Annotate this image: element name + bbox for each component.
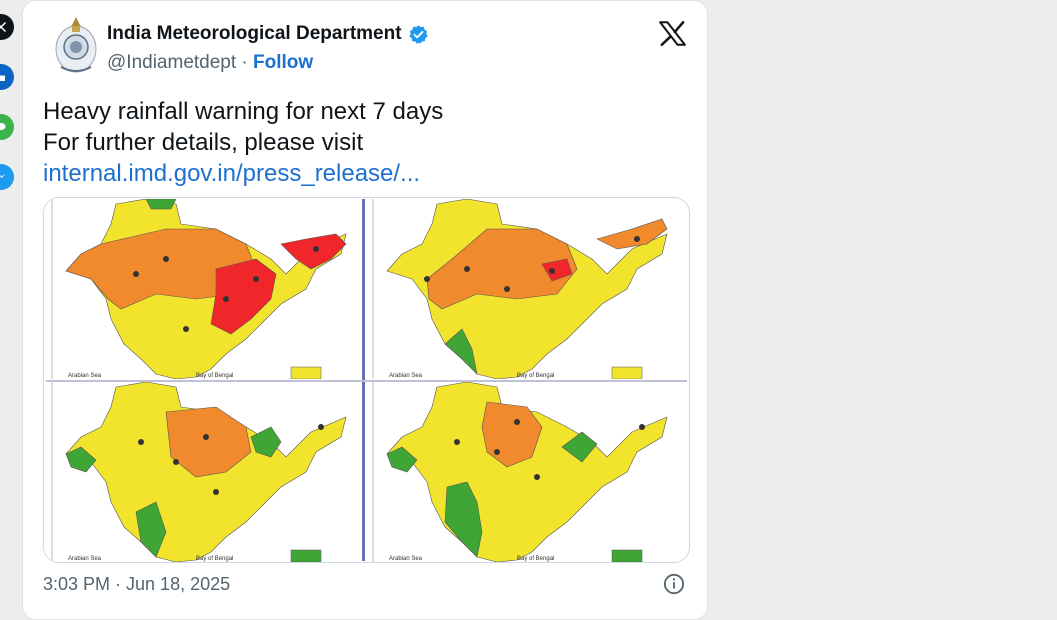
x-icon	[0, 21, 7, 33]
map-panel-day-1: Arabian Sea Bay of Bengal	[46, 199, 360, 379]
message-icon	[0, 123, 6, 130]
arabian-sea-label-day-1: Arabian Sea	[68, 373, 102, 379]
share-linkedin-button[interactable]	[0, 64, 14, 90]
india-map-day-4: Arabian Sea Bay of Bengal	[367, 382, 681, 562]
press-release-link[interactable]: internal.imd.gov.in/press_release/...	[43, 160, 421, 187]
arabian-sea-label-day-3: Arabian Sea	[68, 556, 102, 562]
imd-emblem-avatar[interactable]	[53, 15, 99, 77]
author-name[interactable]: India Meteorological Department	[107, 23, 402, 44]
panel-divider-horizontal	[46, 380, 687, 382]
author-handle[interactable]: @Indiametdept	[107, 52, 237, 73]
share-x-button[interactable]	[0, 14, 14, 40]
linkedin-icon	[0, 75, 5, 81]
bay-of-bengal-label-day-3: Bay of Bengal	[196, 556, 233, 562]
india-map-day-1: Arabian Sea Bay of Bengal	[46, 199, 360, 379]
bay-of-bengal-label-day-4: Bay of Bengal	[517, 556, 554, 562]
info-icon[interactable]	[663, 573, 685, 595]
messenger-icon	[0, 174, 5, 178]
tweet-text: Heavy rainfall warning for next 7 days F…	[43, 96, 443, 189]
arabian-sea-label-day-4: Arabian Sea	[389, 556, 423, 562]
verified-badge-icon	[408, 24, 428, 44]
handle-row: @Indiametdept · Follow	[107, 52, 313, 74]
map-panel-day-3: Arabian Sea Bay of Bengal	[46, 382, 360, 562]
map-panel-day-4: Arabian Sea Bay of Bengal	[367, 382, 681, 562]
map-panel-day-2: Arabian Sea Bay of Bengal	[367, 199, 681, 379]
tweet-timestamp[interactable]: 3:03 PM · Jun 18, 2025	[43, 574, 231, 594]
share-rail	[0, 14, 14, 214]
india-map-day-3: Arabian Sea Bay of Bengal	[46, 382, 360, 562]
arabian-sea-label-day-2: Arabian Sea	[389, 373, 423, 379]
bay-of-bengal-label-day-2: Bay of Bengal	[517, 373, 554, 379]
x-logo-icon[interactable]	[659, 21, 686, 46]
separator-dot: ·	[241, 52, 248, 73]
share-messenger-button[interactable]	[0, 164, 14, 190]
rainfall-warning-maps-image[interactable]: Arabian Sea Bay of Bengal Arabian Sea B	[43, 197, 690, 563]
tweet-text-line-1: Heavy rainfall warning for next 7 days	[43, 98, 444, 125]
follow-button[interactable]: Follow	[253, 52, 314, 73]
share-message-button[interactable]	[0, 114, 14, 140]
tweet-card: India Meteorological Department @Indiame…	[22, 0, 708, 620]
maps-grid: Arabian Sea Bay of Bengal Arabian Sea B	[46, 199, 687, 562]
india-map-day-2: Arabian Sea Bay of Bengal	[367, 199, 681, 379]
bay-of-bengal-label-day-1: Bay of Bengal	[196, 373, 233, 379]
tweet-text-line-2: For further details, please visit	[43, 129, 364, 156]
author-name-row: India Meteorological Department	[107, 23, 429, 45]
